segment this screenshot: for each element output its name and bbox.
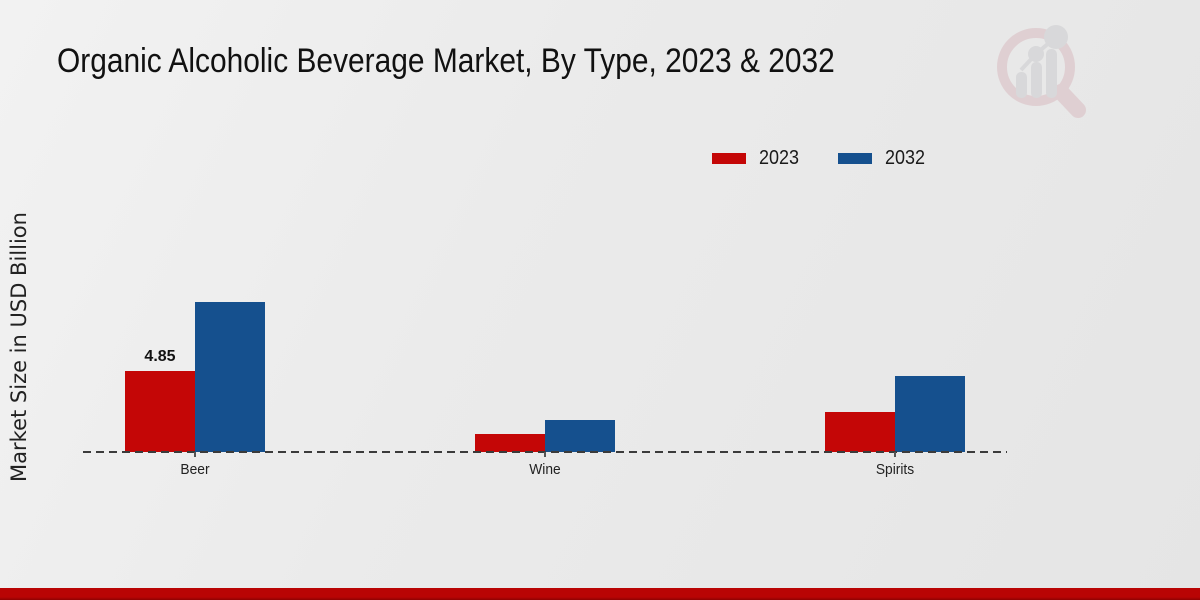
y-axis-label: Market Size in USD Billion: [7, 212, 31, 482]
bar-2032-beer: [195, 302, 265, 452]
x-axis-tick-spirits: [894, 452, 896, 457]
legend-swatch-2032: [837, 153, 872, 164]
bar-2032-wine: [545, 420, 615, 452]
chart-title: Organic Alcoholic Beverage Market, By Ty…: [57, 42, 835, 80]
chart-plot-area: 4.85 Beer Wine Spirits: [83, 180, 1007, 478]
bar-2032-spirits: [895, 376, 965, 452]
bar-2023-spirits: [825, 412, 895, 452]
chart-legend: 2023 2032: [712, 147, 929, 170]
legend-item-2023: 2023: [712, 147, 804, 170]
legend-label: 2032: [884, 147, 925, 169]
category-label-spirits: Spirits: [875, 461, 915, 478]
legend-item-2032: 2032: [837, 147, 930, 170]
legend-swatch-2023: [712, 153, 746, 164]
magnifier-bar-chart-logo-icon: [997, 25, 1086, 118]
bar-2023-wine: [475, 434, 545, 452]
value-label-2023-beer: 4.85: [144, 348, 176, 365]
category-label-wine: Wine: [529, 461, 561, 478]
bar-2023-beer: [125, 371, 195, 452]
footer-accent-band: [0, 588, 1200, 600]
x-axis-tick-beer: [194, 452, 196, 457]
category-label-beer: Beer: [180, 461, 210, 478]
legend-label: 2023: [759, 147, 800, 169]
x-axis-tick-wine: [544, 452, 546, 457]
